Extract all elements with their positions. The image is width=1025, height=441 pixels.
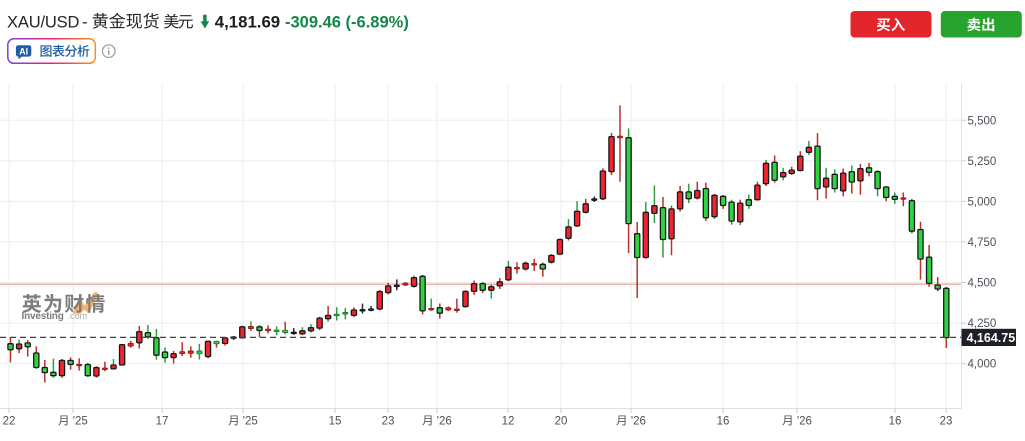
svg-text:4,750: 4,750: [968, 237, 997, 249]
svg-text:22: 22: [3, 416, 16, 428]
svg-text:'25: '25: [73, 416, 88, 428]
svg-text:'26: '26: [437, 416, 452, 428]
svg-text:-309.46 (-6.89%): -309.46 (-6.89%): [285, 13, 409, 31]
svg-text:'26: '26: [797, 416, 812, 428]
svg-text:23: 23: [382, 416, 395, 428]
svg-text:5,500: 5,500: [968, 115, 997, 127]
svg-text:16: 16: [717, 416, 730, 428]
svg-text:17: 17: [156, 416, 169, 428]
svg-text:5,000: 5,000: [968, 197, 997, 209]
svg-text:4,500: 4,500: [968, 278, 997, 290]
svg-text:20: 20: [555, 416, 568, 428]
svg-text:XAU/USD: XAU/USD: [7, 13, 80, 31]
svg-text:Investing: Investing: [22, 311, 64, 322]
svg-text:-: -: [82, 13, 88, 31]
svg-text:15: 15: [329, 416, 342, 428]
svg-text:4,164.75: 4,164.75: [967, 331, 1016, 345]
svg-text:AI: AI: [19, 46, 28, 56]
svg-text:4,000: 4,000: [968, 359, 997, 371]
svg-text:.com: .com: [68, 311, 88, 321]
svg-text:'26: '26: [631, 416, 646, 428]
svg-text:16: 16: [889, 416, 902, 428]
svg-text:4,181.69: 4,181.69: [215, 13, 280, 32]
svg-text:23: 23: [940, 416, 953, 428]
svg-text:12: 12: [502, 416, 515, 428]
svg-text:4,250: 4,250: [968, 318, 997, 330]
svg-text:'25: '25: [243, 416, 258, 428]
svg-text:5,250: 5,250: [968, 156, 997, 168]
